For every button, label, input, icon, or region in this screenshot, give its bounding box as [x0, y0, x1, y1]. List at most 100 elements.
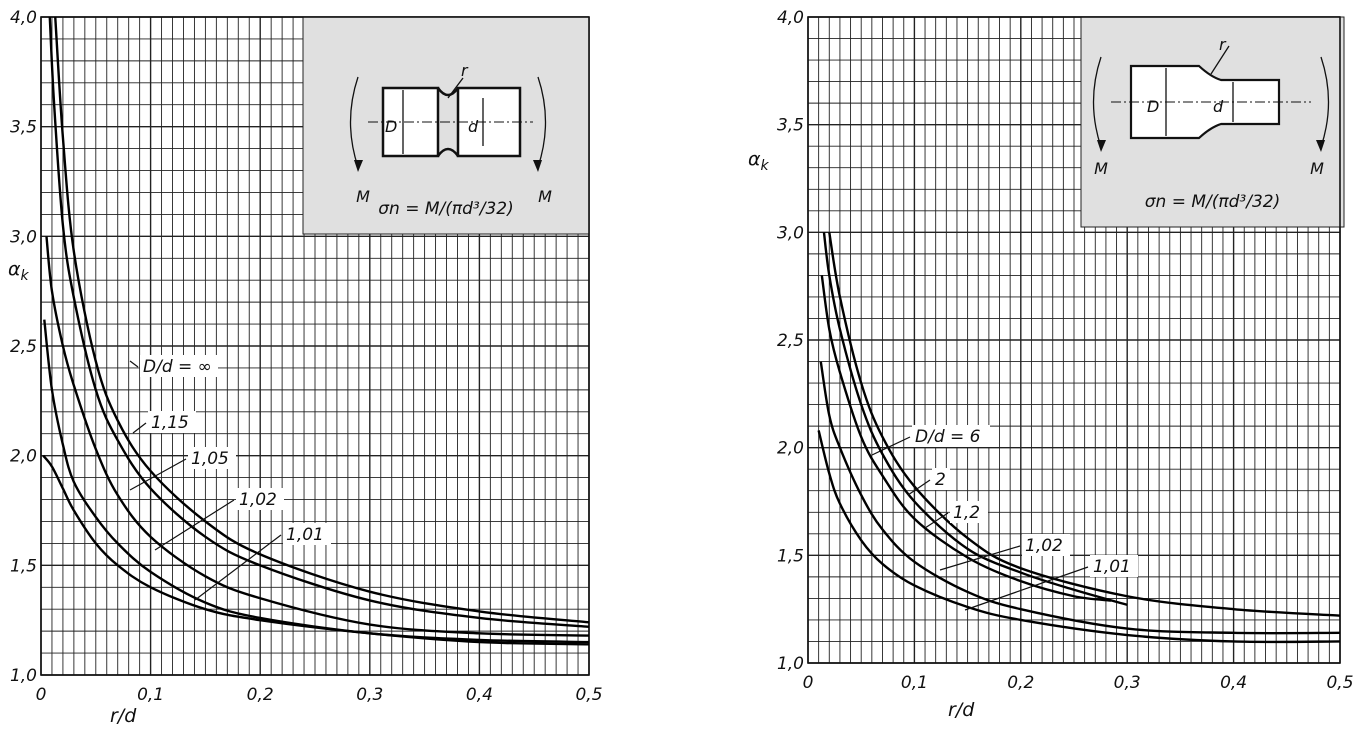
x-tick-label: 0,5 — [575, 685, 602, 705]
label-M-left: M — [356, 187, 370, 206]
x-tick-label: 0,1 — [901, 673, 928, 693]
label-D: D — [1147, 97, 1159, 116]
moment-arrow-left — [354, 160, 363, 172]
plot-frame — [807, 16, 1341, 664]
series-label: 1,05 — [191, 449, 229, 469]
y-tick-label: 2,5 — [777, 331, 804, 351]
x-tick-label: 0 — [803, 673, 814, 693]
y-tick-label: 3,5 — [10, 118, 37, 138]
series-leader — [907, 479, 931, 496]
y-tick-label: 4,0 — [777, 8, 804, 28]
moment-arrow-right — [1316, 140, 1325, 152]
series-label: 1,02 — [1025, 536, 1063, 556]
inset-formula: σn = M/(πd³/32) — [1145, 192, 1280, 212]
series-label: 1,01 — [286, 525, 324, 545]
series-line — [828, 232, 1341, 617]
series-label-bg — [1022, 534, 1070, 556]
series-label-bg — [1090, 555, 1138, 577]
label-d: d — [1213, 97, 1224, 116]
label-r: r — [1219, 35, 1227, 54]
label-D: D — [385, 117, 397, 136]
x-tick-label: 0,3 — [1114, 673, 1141, 693]
series-line — [817, 430, 1341, 644]
series-leader — [871, 436, 911, 456]
series-line — [54, 16, 590, 624]
notch-bottom — [436, 147, 460, 157]
x-axis-label: r/d — [948, 699, 975, 721]
series-leader — [939, 545, 1021, 571]
x-tick-label: 0 — [36, 685, 47, 705]
moment-arc-right — [1320, 56, 1330, 148]
series-line — [822, 232, 1128, 607]
series-leader — [154, 499, 235, 551]
label-d: d — [468, 117, 479, 136]
series-leader — [129, 360, 139, 368]
series-label: 1,02 — [239, 490, 277, 510]
r-leader — [1210, 45, 1230, 75]
series-leader — [132, 422, 147, 434]
label-r: r — [461, 61, 469, 80]
series-leader — [129, 458, 187, 491]
series-label-bg — [912, 425, 990, 447]
y-tick-label: 1,5 — [777, 546, 804, 566]
series-label: 1,01 — [1093, 557, 1131, 577]
moment-arc-left — [1092, 56, 1102, 148]
x-tick-label: 0,1 — [137, 685, 164, 705]
series-label-bg — [950, 501, 988, 523]
y-axis-label: αk — [8, 258, 30, 284]
y-tick-label: 2,5 — [10, 337, 37, 357]
series-line — [819, 361, 1341, 635]
x-axis-label: r/d — [110, 705, 137, 727]
x-tick-label: 0,3 — [356, 685, 383, 705]
plot-frame — [40, 16, 590, 676]
series-label-bg — [283, 523, 331, 545]
y-tick-label: 3,0 — [777, 223, 804, 243]
series-line — [48, 16, 590, 628]
y-tick-label: 1,0 — [777, 654, 804, 674]
label-M-right: M — [1310, 159, 1324, 178]
series-label-bg — [236, 488, 284, 510]
series-label-bg — [140, 355, 218, 377]
series-line — [45, 236, 590, 637]
series-label-bg — [148, 411, 196, 433]
series-label: 1,15 — [151, 413, 189, 433]
series-leader — [924, 512, 949, 529]
x-tick-label: 0,4 — [466, 685, 493, 705]
series-leader — [194, 534, 282, 601]
series-label: D/d = 6 — [915, 427, 981, 447]
moment-arc-right — [537, 76, 547, 168]
series-line — [820, 275, 1112, 602]
y-tick-label: 4,0 — [10, 8, 37, 28]
x-tick-label: 0,4 — [1220, 673, 1247, 693]
series-leader — [964, 566, 1089, 611]
series-line — [42, 454, 590, 646]
moment-arrow-right — [533, 160, 542, 172]
series-label: 1,2 — [953, 503, 980, 523]
x-tick-label: 0,2 — [247, 685, 274, 705]
series-label-bg — [932, 468, 950, 490]
y-tick-label: 3,5 — [777, 116, 804, 136]
r-leader — [447, 77, 464, 99]
moment-arc-left — [349, 76, 359, 168]
y-tick-label: 1,5 — [10, 556, 37, 576]
y-tick-label: 2,0 — [10, 447, 37, 467]
series-label-bg — [188, 447, 236, 469]
inset-formula: σn = M/(πd³/32) — [378, 199, 513, 219]
moment-arrow-left — [1097, 140, 1106, 152]
series-label: 2 — [935, 470, 946, 490]
label-M-left: M — [1094, 159, 1108, 178]
series-label: D/d = ∞ — [143, 357, 212, 377]
x-tick-label: 0,2 — [1007, 673, 1034, 693]
notch-top — [436, 87, 460, 97]
y-tick-label: 3,0 — [10, 227, 37, 247]
y-tick-label: 1,0 — [10, 666, 37, 686]
y-tick-label: 2,0 — [777, 439, 804, 459]
y-axis-label: αk — [748, 148, 770, 174]
label-M-right: M — [538, 187, 552, 206]
x-tick-label: 0,5 — [1326, 673, 1353, 693]
